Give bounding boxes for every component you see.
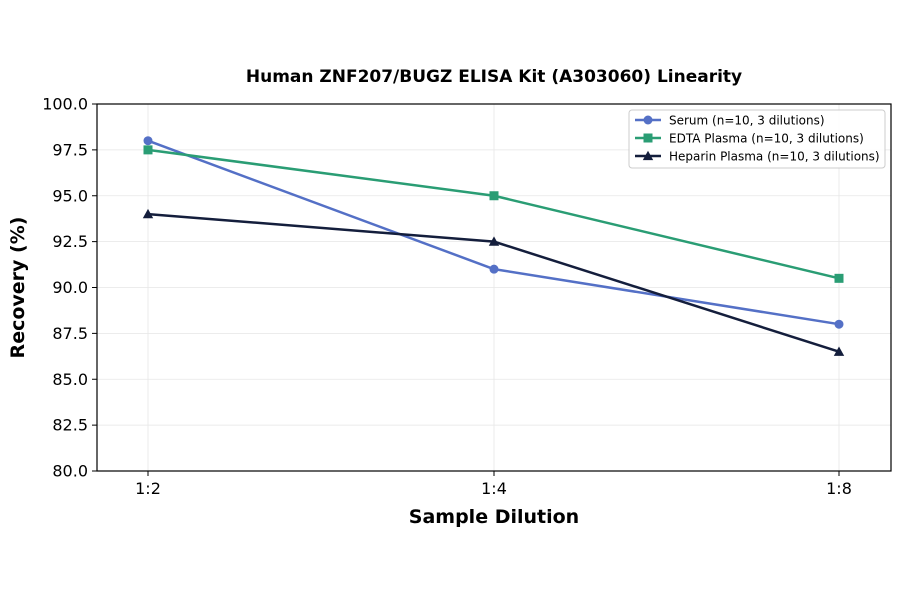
data-point xyxy=(488,236,500,246)
legend-marker xyxy=(642,150,654,161)
legend-label: Heparin Plasma (n=10, 3 dilutions) xyxy=(669,150,880,164)
legend-entry: Heparin Plasma (n=10, 3 dilutions) xyxy=(635,150,880,164)
data-point xyxy=(489,264,499,274)
legend-marker xyxy=(643,115,653,125)
series-circle xyxy=(143,136,844,329)
x-axis-label: Sample Dilution xyxy=(409,506,579,528)
y-axis-label: Recovery (%) xyxy=(7,217,29,359)
data-point xyxy=(834,319,844,329)
legend-box xyxy=(628,109,886,169)
ticks: 80.0 82.5 85.0 87.5 90.0 92.5 95.0 97.5 100.0 1:2… xyxy=(42,95,852,499)
y-tick-label: 95.0 xyxy=(52,186,88,205)
legend-label: EDTA Plasma (n=10, 3 dilutions) xyxy=(669,132,864,146)
data-point xyxy=(489,191,499,201)
y-tick-label: 80.0 xyxy=(52,462,88,481)
y-tick-label: 87.5 xyxy=(52,324,88,343)
legend-entry: EDTA Plasma (n=10, 3 dilutions) xyxy=(635,132,864,146)
data-point xyxy=(834,273,844,283)
legend-entry: Serum (n=10, 3 dilutions) xyxy=(635,114,825,128)
x-tick-label: 1:4 xyxy=(481,479,507,498)
legend-label: Serum (n=10, 3 dilutions) xyxy=(669,114,825,128)
y-tick-label: 92.5 xyxy=(52,232,88,251)
series-layer xyxy=(142,136,845,356)
data-point xyxy=(833,346,845,356)
chart-title: Human ZNF207/BUGZ ELISA Kit (A303060) Li… xyxy=(246,67,742,87)
x-tick-label: 1:8 xyxy=(826,479,852,498)
y-tick-label: 90.0 xyxy=(52,278,88,297)
data-point xyxy=(143,136,153,146)
y-tick-label: 85.0 xyxy=(52,370,88,389)
data-point xyxy=(142,208,154,219)
legend: Serum (n=10, 3 dilutions) EDTA Plasma (n=… xyxy=(628,109,886,169)
series-triangle xyxy=(142,208,845,356)
series-square xyxy=(143,145,844,283)
legend-marker xyxy=(643,133,653,143)
y-tick-label: 100.0 xyxy=(42,95,88,114)
x-tick-label: 1:2 xyxy=(135,479,161,498)
y-tick-label: 97.5 xyxy=(52,140,88,159)
series-line xyxy=(147,212,840,353)
y-tick-label: 82.5 xyxy=(52,416,88,435)
series-line xyxy=(147,148,840,280)
data-point xyxy=(143,145,153,155)
